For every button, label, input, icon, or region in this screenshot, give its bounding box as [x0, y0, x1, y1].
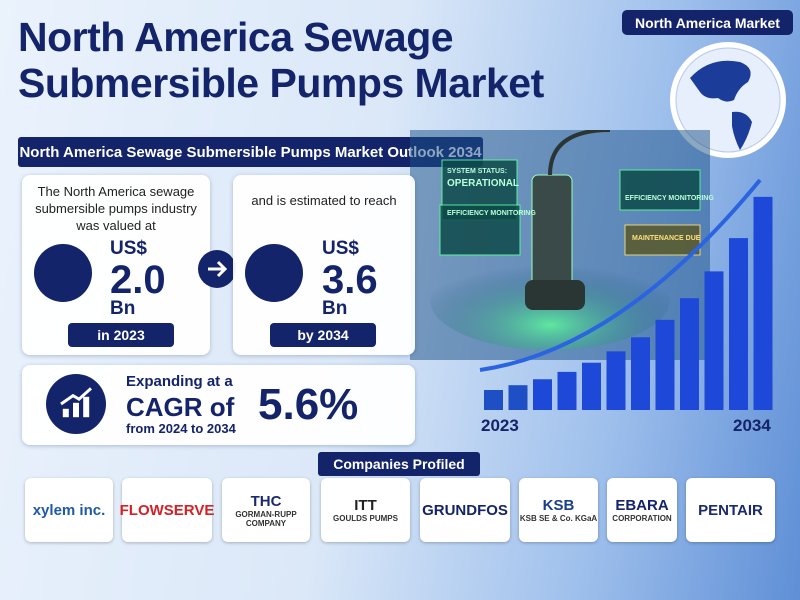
decor-bar — [508, 385, 528, 410]
title-line: North America Sewage — [18, 14, 454, 60]
pump-scene — [410, 130, 710, 360]
region-badge: North America Market — [622, 10, 793, 35]
outlook-banner: North America Sewage Submersible Pumps M… — [18, 137, 483, 167]
period-pill: in 2023 — [68, 323, 174, 347]
screen-label: SYSTEM STATUS: — [447, 168, 508, 175]
arrow — [208, 260, 228, 278]
company-logo: FLOWSERVE — [119, 478, 215, 542]
screen-label: EFFICIENCY MONITORING — [625, 195, 714, 202]
growth-icon — [34, 244, 92, 302]
decor-bar — [655, 319, 675, 410]
arrow-path — [208, 260, 228, 278]
globe — [670, 42, 786, 158]
estimate-amount: 3.6 — [322, 258, 378, 302]
companies-banner: Companies Profiled — [318, 452, 480, 476]
decor-bar — [533, 379, 552, 410]
cagr-line: CAGR of — [126, 392, 235, 422]
company-subtitle: GORMAN-RUPP COMPANY — [235, 509, 297, 528]
icon-art — [34, 244, 92, 302]
decor-bar — [729, 238, 748, 410]
cagr-line: Expanding at a — [126, 373, 233, 390]
north-america — [690, 60, 751, 102]
valued-amount: 2.0 — [110, 258, 166, 302]
company-name: xylem inc. — [32, 501, 106, 519]
cable — [548, 130, 611, 176]
screen — [624, 224, 701, 256]
company-name: ITT — [354, 497, 377, 514]
company-name: FLOWSERVE — [119, 501, 215, 519]
cagr-line: from 2024 to 2034 — [126, 421, 236, 436]
screen-label: OPERATIONAL — [447, 178, 520, 189]
currency: US$ — [110, 238, 147, 259]
icon-bar — [73, 402, 79, 418]
screen-label: EFFICIENCY MONITORING — [447, 210, 536, 217]
trend-arrow — [479, 178, 762, 372]
company-logo: ITT GOULDS PUMPS — [321, 478, 410, 542]
chart-end-label: 2034 — [733, 416, 771, 435]
company-logo: GRUNDFOS — [420, 478, 510, 542]
company-name: THC — [250, 492, 282, 510]
growth-icon — [46, 374, 106, 434]
currency: US$ — [322, 238, 359, 259]
growth-icon — [245, 244, 303, 302]
company-name: KSB — [542, 497, 575, 514]
period-pill: by 2034 — [270, 323, 376, 347]
cagr-value: 5.6% — [258, 380, 359, 429]
company-subtitle: KSB SE & Co. KGaA — [519, 514, 598, 523]
icon-arrow — [60, 387, 93, 406]
screen — [619, 169, 701, 211]
company-logo: KSB KSB SE & Co. KGaA — [519, 478, 598, 542]
decor-bar — [704, 271, 724, 410]
decor-bar — [680, 298, 699, 410]
south-america — [732, 111, 752, 150]
chart-start-label: 2023 — [481, 416, 519, 435]
screen-label: MAINTENANCE DUE — [632, 235, 701, 242]
company-name: PENTAIR — [698, 501, 763, 519]
icon-art — [245, 244, 303, 302]
icon-bar — [83, 396, 90, 418]
decor-bar — [631, 337, 650, 410]
company-subtitle: GOULDS PUMPS — [333, 514, 398, 523]
icon-art — [60, 387, 93, 418]
company-name: GRUNDFOS — [422, 501, 508, 519]
icon-bar — [62, 408, 69, 418]
valued-text: The North America sewage submersible pum… — [35, 184, 197, 233]
company-logo: xylem inc. — [25, 478, 113, 542]
company-logo: THC GORMAN-RUPP COMPANY — [222, 478, 310, 542]
screen — [439, 204, 521, 256]
growth-graphic — [479, 178, 773, 410]
pump-base — [525, 280, 585, 310]
estimate-text: and is estimated to reach — [251, 193, 397, 208]
unit: Bn — [110, 298, 136, 319]
company-name: EBARA — [615, 497, 669, 514]
decor-bar — [606, 351, 626, 410]
title-line: Submersible Pumps Market — [18, 60, 544, 106]
decor-bar — [753, 196, 773, 410]
company-subtitle: CORPORATION — [612, 514, 672, 523]
decor-bar — [557, 371, 577, 410]
decor-bar — [582, 362, 601, 410]
decor-bar — [484, 390, 503, 410]
company-logo: EBARA CORPORATION — [607, 478, 677, 542]
company-logo: PENTAIR — [686, 478, 775, 542]
unit: Bn — [322, 298, 348, 319]
